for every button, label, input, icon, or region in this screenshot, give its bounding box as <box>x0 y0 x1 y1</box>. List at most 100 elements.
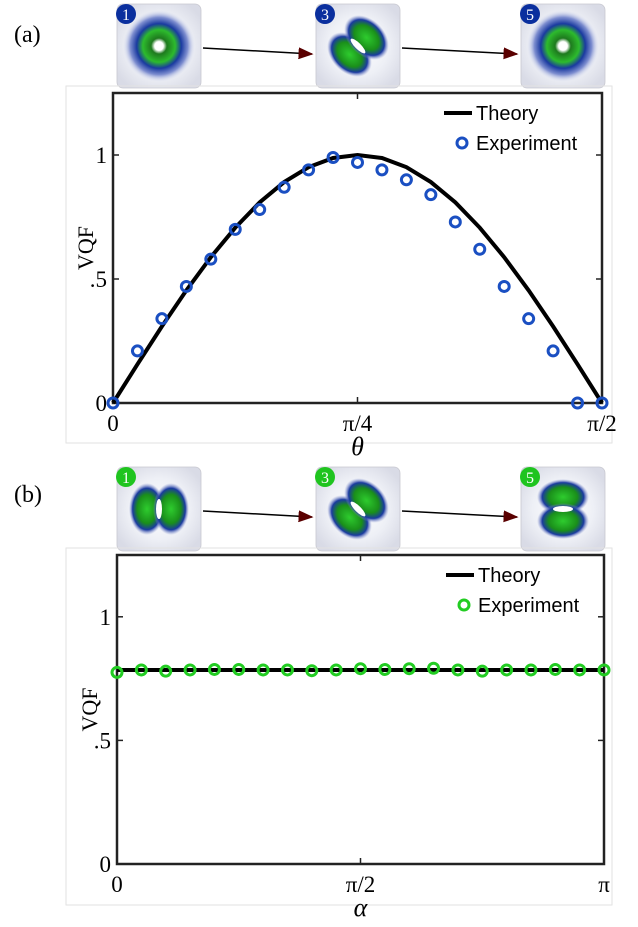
y-tick-label: 0 <box>96 391 108 416</box>
data-point-experiment <box>351 155 364 169</box>
beam-lobe <box>344 15 389 60</box>
x-axis-label: α <box>354 893 369 922</box>
x-tick-label: 0 <box>111 872 123 897</box>
inset-number-1: 1 <box>122 7 130 24</box>
data-point-experiment <box>179 279 193 293</box>
y-axis-label: VQF <box>73 226 98 270</box>
data-point-experiment <box>399 173 413 187</box>
y-tick-label: .5 <box>94 728 111 753</box>
legend-swatch-marker <box>455 136 469 150</box>
transition-arrow <box>202 47 314 60</box>
data-point-experiment <box>497 279 511 293</box>
beam-lobes-3 <box>327 478 389 540</box>
beam-center-5 <box>559 42 567 50</box>
inset-badge-3 <box>315 4 335 24</box>
x-tick-label: π/2 <box>587 411 617 436</box>
data-point-experiment <box>253 203 267 217</box>
legend-label: Theory <box>478 565 540 587</box>
inset-badge-5 <box>520 4 540 24</box>
inset-number-5: 5 <box>526 7 534 24</box>
inset-number-3: 3 <box>321 7 329 24</box>
data-point-experiment <box>524 663 538 677</box>
x-tick-label: 0 <box>107 411 119 436</box>
inset-badge-1 <box>116 467 136 487</box>
y-tick-label: .5 <box>90 267 107 292</box>
data-point-experiment <box>305 664 319 678</box>
beam-center-1 <box>155 42 163 50</box>
data-point-experiment <box>595 396 609 410</box>
data-point-experiment <box>106 396 120 410</box>
inset-badge-3 <box>315 467 335 487</box>
inset-row-a: 1 3 5 <box>116 3 606 89</box>
data-point-experiment <box>110 665 124 679</box>
data-point-experiment <box>232 662 246 676</box>
legend-label: Experiment <box>478 595 580 617</box>
figure-frame <box>65 85 613 444</box>
beam-lobes-5 <box>537 479 589 539</box>
beam-gap <box>350 38 366 54</box>
data-point-experiment <box>475 664 489 678</box>
data-point-experiment <box>207 662 221 676</box>
beam-gap <box>156 499 162 519</box>
data-point-experiment <box>473 242 487 256</box>
panel-label-a: (a) <box>14 22 41 48</box>
beam-gap <box>553 506 573 512</box>
beam-lobes-1 <box>129 483 189 535</box>
transition-arrow <box>401 510 519 523</box>
inset-badge-1 <box>116 4 136 24</box>
x-tick-label: π/4 <box>343 411 373 436</box>
data-point-experiment <box>378 662 392 676</box>
data-point-experiment <box>597 663 611 677</box>
data-point-experiment <box>280 663 294 677</box>
data-point-experiment <box>183 663 197 677</box>
beam-gap <box>350 501 366 517</box>
y-tick-label: 1 <box>100 605 112 630</box>
data-point-experiment <box>500 663 514 677</box>
data-point-experiment <box>228 222 242 236</box>
beam-lobes-3 <box>327 15 389 77</box>
y-axis-label: VQF <box>77 687 102 731</box>
data-point-experiment <box>354 662 367 676</box>
data-point-experiment <box>571 396 585 410</box>
inset-number-3: 3 <box>321 470 329 487</box>
inset-badge-5 <box>520 467 540 487</box>
data-point-experiment <box>134 663 148 677</box>
panel-label-b: (b) <box>14 482 42 508</box>
data-point-experiment <box>155 312 169 326</box>
y-tick-label: 0 <box>100 852 112 877</box>
data-point-experiment <box>204 252 218 266</box>
legend-label: Theory <box>476 103 538 125</box>
chart-b: 0 .5 1 0 π/2 π VQF α Theory Experiment <box>65 547 613 922</box>
beam-lobe <box>153 483 189 535</box>
legend-label: Experiment <box>476 133 578 155</box>
data-point-experiment <box>522 312 536 326</box>
series-line-theory <box>111 152 604 405</box>
inset-number-5: 5 <box>526 470 534 487</box>
beam-lobe <box>344 478 389 523</box>
data-point-experiment <box>302 163 316 177</box>
x-tick-label: π <box>598 872 610 897</box>
data-point-experiment <box>573 663 587 677</box>
data-point-experiment <box>375 163 389 177</box>
beam-lobe <box>537 503 589 539</box>
data-point-experiment <box>159 664 173 678</box>
data-point-experiment <box>277 180 291 194</box>
data-point-experiment <box>130 344 144 358</box>
data-point-experiment <box>451 663 465 677</box>
x-tick-label: π/2 <box>346 872 376 897</box>
transition-arrow <box>202 510 314 523</box>
data-point-experiment <box>427 661 441 675</box>
data-point-experiment <box>546 344 560 358</box>
legend-swatch-marker <box>457 598 471 612</box>
inset-row-b: 1 3 5 <box>116 466 606 552</box>
data-point-experiment <box>329 663 343 677</box>
transition-arrow <box>401 47 519 60</box>
figure-frame <box>65 547 613 906</box>
data-point-experiment <box>402 662 416 676</box>
data-point-experiment <box>256 663 270 677</box>
data-point-experiment <box>424 188 438 202</box>
chart-a: 0 .5 1 0 π/4 π/2 VQF θ Theory Experiment <box>65 85 617 461</box>
data-point-experiment <box>448 215 462 229</box>
x-axis-label: θ <box>351 432 364 461</box>
